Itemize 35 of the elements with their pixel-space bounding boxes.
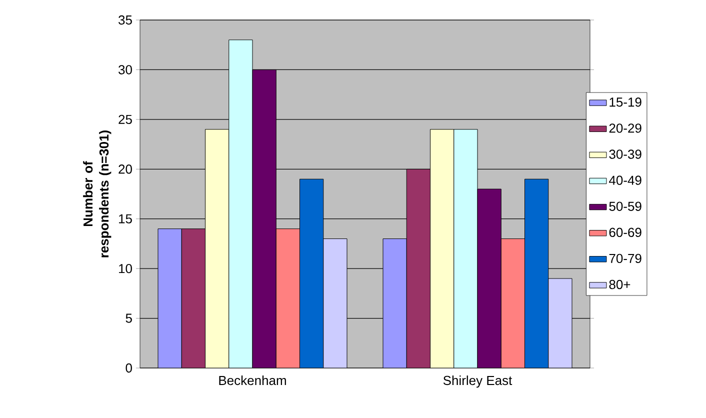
legend-label: 40-49 xyxy=(609,176,642,185)
y-tick-label: 15 xyxy=(119,214,132,224)
bar xyxy=(382,238,407,368)
y-tick-label: 30 xyxy=(118,65,132,74)
y-tick-label: 20 xyxy=(118,164,132,174)
bar xyxy=(276,228,300,368)
y-tick-label: 35 xyxy=(118,15,132,25)
bar xyxy=(205,129,230,368)
bar xyxy=(500,238,526,368)
y-tick-label: 0 xyxy=(126,363,132,373)
y-tick-label: 5 xyxy=(126,314,132,323)
bar xyxy=(323,238,348,368)
bar xyxy=(181,228,206,368)
bar xyxy=(406,168,431,368)
bar xyxy=(228,40,253,368)
legend-label: 60-69 xyxy=(609,228,642,237)
bar xyxy=(548,278,572,368)
legend-label: 30-39 xyxy=(609,150,642,159)
y-tick-label: 10 xyxy=(119,264,132,274)
bar xyxy=(454,129,478,368)
bar xyxy=(524,178,549,368)
bar xyxy=(300,178,324,368)
legend-label: 50-59 xyxy=(609,202,642,211)
x-tick-label: Beckenham xyxy=(219,376,286,386)
bar xyxy=(252,69,276,368)
bar xyxy=(158,228,182,368)
x-tick-label: Shirley East xyxy=(443,376,512,388)
legend-label: 80+ xyxy=(609,280,630,290)
y-axis-title: Number of respondents (n=301) xyxy=(83,130,112,258)
y-tick-label: 25 xyxy=(118,114,132,124)
bar xyxy=(430,129,454,368)
bar xyxy=(477,188,502,368)
legend-label: 15-19 xyxy=(610,98,642,107)
legend-label: 70-79 xyxy=(609,254,642,264)
legend-label: 20-29 xyxy=(609,124,642,133)
